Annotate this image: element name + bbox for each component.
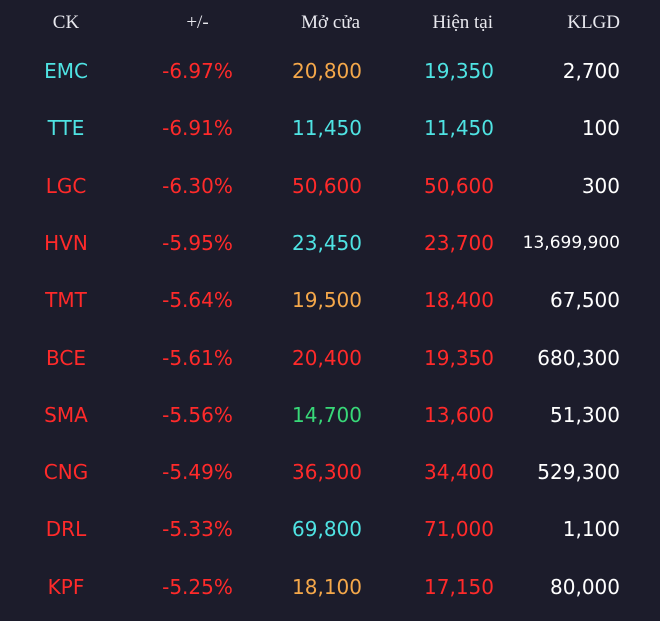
change-percent: -5.64% — [162, 288, 233, 312]
stock-symbol: EMC — [44, 59, 88, 83]
header-change[interactable]: +/- — [186, 12, 209, 33]
current-price: 11,450 — [424, 116, 494, 140]
current-price: 13,600 — [424, 403, 494, 427]
change-percent: -5.56% — [162, 403, 233, 427]
trade-volume: 680,300 — [537, 346, 620, 370]
trade-volume: 300 — [581, 174, 620, 198]
stock-symbol: HVN — [44, 231, 88, 255]
open-price: 18,100 — [292, 575, 362, 599]
header-volume[interactable]: KLGD — [567, 12, 620, 33]
stock-symbol: KPF — [47, 575, 85, 599]
current-price: 50,600 — [424, 174, 494, 198]
current-price: 19,350 — [424, 59, 494, 83]
current-price: 19,350 — [424, 346, 494, 370]
stock-symbol: LGC — [45, 174, 87, 198]
change-percent: -5.95% — [162, 231, 233, 255]
header-ck[interactable]: CK — [52, 12, 80, 33]
stock-symbol: BCE — [46, 346, 86, 370]
stock-symbol: TMT — [45, 288, 87, 312]
current-price: 34,400 — [424, 460, 494, 484]
open-price: 11,450 — [292, 116, 362, 140]
trade-volume: 1,100 — [562, 517, 620, 541]
trade-volume: 67,500 — [550, 288, 620, 312]
open-price: 20,800 — [292, 59, 362, 83]
change-percent: -5.25% — [162, 575, 233, 599]
stock-symbol: TTE — [47, 116, 85, 140]
change-percent: -6.30% — [162, 174, 233, 198]
open-price: 20,400 — [292, 346, 362, 370]
current-price: 17,150 — [424, 575, 494, 599]
header-open[interactable]: Mở cửa — [301, 12, 360, 33]
open-price: 36,300 — [292, 460, 362, 484]
open-price: 14,700 — [292, 403, 362, 427]
current-price: 71,000 — [424, 517, 494, 541]
open-price: 23,450 — [292, 231, 362, 255]
trade-volume: 2,700 — [562, 59, 620, 83]
change-percent: -6.91% — [162, 116, 233, 140]
change-percent: -5.33% — [162, 517, 233, 541]
stock-symbol: CNG — [43, 460, 89, 484]
change-percent: -5.61% — [162, 346, 233, 370]
change-percent: -5.49% — [162, 460, 233, 484]
trade-volume: 13,699,900 — [522, 233, 620, 253]
trade-volume: 51,300 — [550, 403, 620, 427]
open-price: 50,600 — [292, 174, 362, 198]
trade-volume: 80,000 — [550, 575, 620, 599]
stock-symbol: DRL — [45, 517, 87, 541]
header-current[interactable]: Hiện tại — [432, 12, 493, 33]
open-price: 19,500 — [292, 288, 362, 312]
current-price: 18,400 — [424, 288, 494, 312]
open-price: 69,800 — [292, 517, 362, 541]
current-price: 23,700 — [424, 231, 494, 255]
change-percent: -6.97% — [162, 59, 233, 83]
trade-volume: 529,300 — [537, 460, 620, 484]
trade-volume: 100 — [581, 116, 620, 140]
stock-symbol: SMA — [44, 403, 88, 427]
